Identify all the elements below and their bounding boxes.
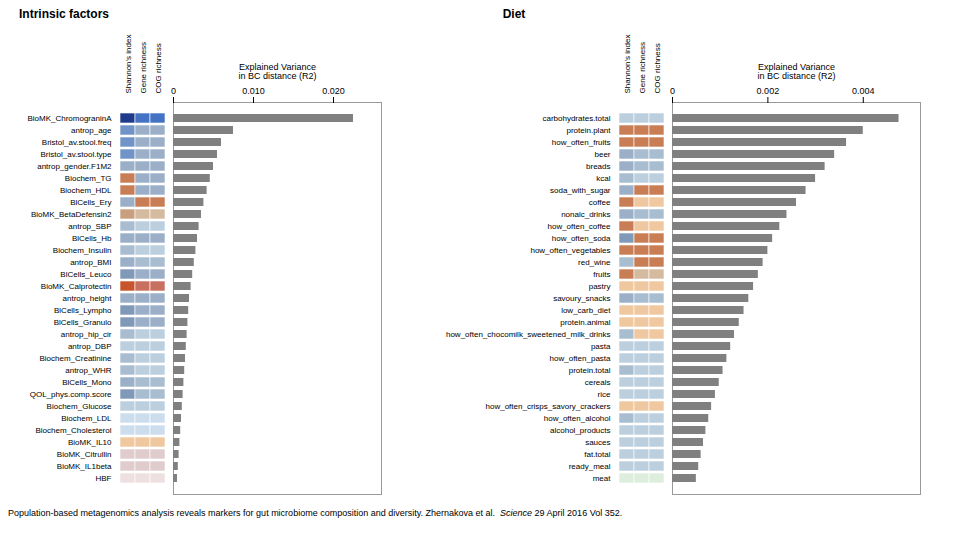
svg-text:0: 0	[171, 86, 176, 96]
svg-text:BlCells_Mono: BlCells_Mono	[62, 378, 112, 387]
svg-text:how_often_alcohol: how_often_alcohol	[544, 414, 611, 423]
svg-text:Gene richness: Gene richness	[139, 42, 148, 94]
svg-text:BlCells_Leuco: BlCells_Leuco	[60, 270, 112, 279]
svg-text:BioMK_BetaDefensin2: BioMK_BetaDefensin2	[31, 210, 112, 219]
svg-text:Biochem_Creatinine: Biochem_Creatinine	[39, 354, 112, 363]
svg-text:how_often_fruits: how_often_fruits	[552, 138, 611, 147]
svg-text:cereals: cereals	[585, 378, 611, 387]
svg-text:Biochem_Glucose: Biochem_Glucose	[47, 402, 112, 411]
svg-text:antrop_WHR: antrop_WHR	[65, 366, 111, 375]
svg-text:Biochem_Insulin: Biochem_Insulin	[53, 246, 112, 255]
svg-text:Shannon's index: Shannon's index	[124, 35, 133, 94]
svg-text:alcohol_products: alcohol_products	[550, 426, 610, 435]
svg-text:antrop_age: antrop_age	[71, 126, 112, 135]
svg-text:antrop_hip_cir: antrop_hip_cir	[61, 330, 112, 339]
svg-text:protein.animal: protein.animal	[560, 318, 610, 327]
svg-text:how_often_vegetables: how_often_vegetables	[530, 246, 610, 255]
svg-text:rice: rice	[598, 390, 611, 399]
svg-text:antrop_DBP: antrop_DBP	[68, 342, 112, 351]
svg-text:coffee: coffee	[589, 198, 611, 207]
svg-text:Shannon's index: Shannon's index	[623, 35, 632, 94]
svg-text:how_often_soda: how_often_soda	[552, 234, 611, 243]
svg-text:how_often_pasta: how_often_pasta	[550, 354, 611, 363]
svg-text:antrop_SBP: antrop_SBP	[68, 222, 111, 231]
svg-text:HBF: HBF	[96, 474, 112, 483]
svg-text:low_carb_diet: low_carb_diet	[561, 306, 611, 315]
svg-text:BioMK_ChromograninA: BioMK_ChromograninA	[27, 114, 112, 123]
svg-text:pastry: pastry	[589, 282, 611, 291]
svg-text:sauces: sauces	[585, 438, 610, 447]
html-text:Population-based metagenomics: Population-based metagenomics analysis r…	[8, 508, 623, 518]
svg-text:0.002: 0.002	[757, 86, 780, 96]
svg-text:protein.plant: protein.plant	[566, 126, 611, 135]
svg-text:savoury_snacks: savoury_snacks	[553, 294, 610, 303]
svg-text:Gene richness: Gene richness	[638, 42, 647, 94]
svg-text:how_often_coffee: how_often_coffee	[547, 222, 611, 231]
svg-text:antrop_height: antrop_height	[63, 294, 113, 303]
svg-text:Biochem_LDL: Biochem_LDL	[61, 414, 112, 423]
svg-text:soda_with_sugar: soda_with_sugar	[550, 186, 611, 195]
svg-text:how_often_crisps_savory_cracke: how_often_crisps_savory_crackers	[486, 402, 611, 411]
svg-text:BioMK_IL1beta: BioMK_IL1beta	[57, 462, 112, 471]
svg-text:Biochem_Cholesterol: Biochem_Cholesterol	[35, 426, 111, 435]
svg-text:carbohydrates.total: carbohydrates.total	[542, 114, 610, 123]
svg-text:Biochem_TG: Biochem_TG	[65, 174, 112, 183]
svg-text:0.010: 0.010	[242, 86, 265, 96]
svg-text:beer: beer	[594, 150, 610, 159]
svg-text:fruits: fruits	[593, 270, 610, 279]
svg-text:antrop_gender.F1M2: antrop_gender.F1M2	[37, 162, 112, 171]
svg-text:0.020: 0.020	[322, 86, 345, 96]
svg-text:Bristol_av.stool.freq: Bristol_av.stool.freq	[42, 138, 112, 147]
svg-text:BioMK_IL10: BioMK_IL10	[68, 438, 112, 447]
svg-text:COG richness: COG richness	[154, 43, 163, 93]
svg-text:Explained Variancein BC distan: Explained Variancein BC distance (R2)	[757, 62, 835, 81]
svg-text:BlCells_Hb: BlCells_Hb	[72, 234, 112, 243]
svg-text:BlCells_Granulo: BlCells_Granulo	[54, 318, 112, 327]
svg-text:Biochem_HDL: Biochem_HDL	[60, 186, 112, 195]
svg-text:BioMK_Calprotectin: BioMK_Calprotectin	[41, 282, 112, 291]
svg-text:BlCells_Lympho: BlCells_Lympho	[54, 306, 112, 315]
svg-text:COG richness: COG richness	[653, 43, 662, 93]
svg-text:protein.total: protein.total	[569, 366, 611, 375]
svg-text:breads: breads	[586, 162, 610, 171]
svg-text:BlCells_Ery: BlCells_Ery	[70, 198, 111, 207]
svg-text:Bristol_av.stool.type: Bristol_av.stool.type	[41, 150, 113, 159]
svg-text:meat: meat	[593, 474, 612, 483]
svg-text:0.004: 0.004	[852, 86, 875, 96]
svg-text:BioMK_Citrullin: BioMK_Citrullin	[57, 450, 112, 459]
html-text:Intrinsic factors: Intrinsic factors	[19, 7, 109, 21]
svg-text:ready_meal: ready_meal	[569, 462, 611, 471]
svg-text:QOL_phys.comp.score: QOL_phys.comp.score	[30, 390, 112, 399]
svg-text:kcal: kcal	[596, 174, 610, 183]
svg-text:nonalc_drinks: nonalc_drinks	[561, 210, 610, 219]
svg-text:0: 0	[670, 86, 675, 96]
svg-text:fat.total: fat.total	[584, 450, 610, 459]
svg-text:red_wine: red_wine	[578, 258, 611, 267]
svg-text:pasta: pasta	[591, 342, 611, 351]
svg-text:Explained Variancein BC distan: Explained Variancein BC distance (R2)	[238, 62, 316, 81]
html-text:Diet: Diet	[502, 7, 526, 21]
svg-text:antrop_BMI: antrop_BMI	[70, 258, 111, 267]
svg-text:how_often_chocomilk_sweetened_: how_often_chocomilk_sweetened_milk_drink…	[446, 330, 611, 339]
